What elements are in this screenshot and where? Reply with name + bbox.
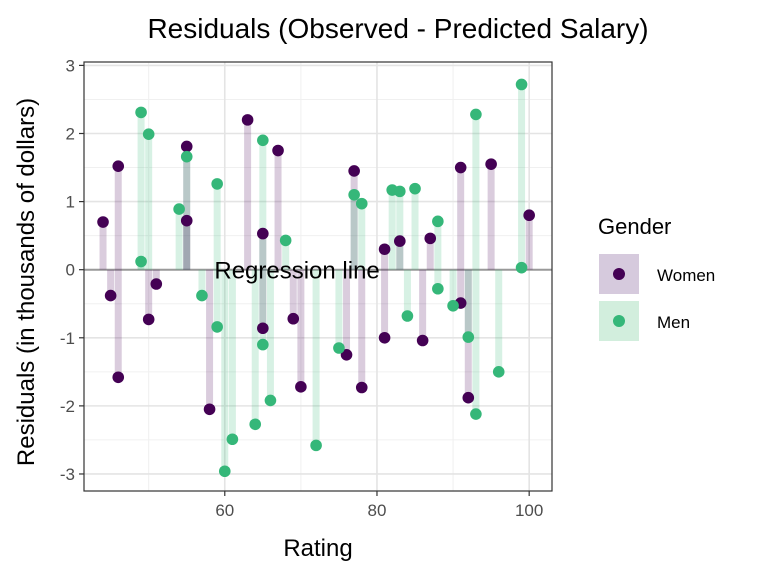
point-men xyxy=(394,185,406,198)
point-women xyxy=(180,214,193,227)
point-men xyxy=(211,321,223,333)
point-women xyxy=(257,322,269,335)
point-men xyxy=(196,289,208,302)
y-tick-label: 3 xyxy=(66,56,75,75)
point-men xyxy=(462,331,475,343)
point-men xyxy=(211,178,223,190)
x-tick-label: 80 xyxy=(368,501,387,520)
point-women xyxy=(378,331,391,344)
point-men xyxy=(470,408,482,420)
y-axis-title: Residuals (in thousands of dollars) xyxy=(13,98,40,466)
point-women xyxy=(257,227,269,240)
point-women xyxy=(394,235,406,247)
y-axis-ticks: -3 -2 -1 0 1 2 3 xyxy=(60,56,84,484)
chart-title: Residuals (Observed - Predicted Salary) xyxy=(147,13,648,44)
point-women xyxy=(142,313,155,326)
legend-key-men-dot xyxy=(613,315,625,327)
point-men xyxy=(135,255,147,268)
point-men xyxy=(226,433,239,446)
point-women xyxy=(150,278,163,290)
data-points xyxy=(97,78,535,478)
x-tick-label: 60 xyxy=(215,501,234,520)
point-women xyxy=(180,140,193,153)
point-men xyxy=(333,342,345,354)
x-axis-title: Rating xyxy=(283,535,352,562)
point-men xyxy=(401,310,414,322)
point-men xyxy=(279,234,292,247)
y-tick-label: 1 xyxy=(66,193,75,212)
point-men xyxy=(249,418,262,431)
point-women xyxy=(378,243,391,256)
point-men xyxy=(135,106,147,119)
point-women xyxy=(112,160,125,172)
point-women xyxy=(416,334,429,347)
point-men xyxy=(447,299,459,312)
point-men xyxy=(180,150,193,163)
point-women xyxy=(348,165,360,177)
point-men xyxy=(173,203,185,215)
point-women xyxy=(272,144,284,157)
x-axis-ticks: 60 80 100 xyxy=(215,491,543,520)
y-tick-label: 0 xyxy=(66,261,75,280)
point-men xyxy=(515,78,528,91)
grid-lines xyxy=(84,62,552,491)
point-men xyxy=(257,134,269,147)
point-men xyxy=(432,215,444,228)
point-women xyxy=(454,161,467,174)
panel-border xyxy=(83,61,553,492)
point-men xyxy=(355,197,368,210)
point-men xyxy=(470,108,482,121)
legend: Gender Women Men xyxy=(598,214,715,341)
legend-label-women: Women xyxy=(657,266,715,285)
point-men xyxy=(310,439,322,452)
point-women xyxy=(462,391,475,404)
point-women xyxy=(424,232,437,245)
y-tick-label: -1 xyxy=(60,329,75,348)
point-women xyxy=(104,289,117,302)
point-men xyxy=(218,465,231,478)
regression-line-label: Regression line xyxy=(214,258,379,285)
legend-label-men: Men xyxy=(657,313,690,332)
point-men xyxy=(515,261,528,274)
point-men xyxy=(432,282,444,295)
point-men xyxy=(492,366,505,378)
point-men xyxy=(348,188,360,201)
y-tick-label: -2 xyxy=(60,397,75,416)
point-women xyxy=(287,312,300,325)
point-women xyxy=(485,158,497,170)
point-women xyxy=(523,209,535,222)
y-tick-label: -3 xyxy=(60,465,75,484)
point-women xyxy=(97,216,109,228)
point-women xyxy=(203,403,216,416)
point-women xyxy=(295,381,307,393)
y-tick-label: 2 xyxy=(66,125,75,144)
point-men xyxy=(264,394,277,407)
point-men xyxy=(409,182,421,195)
point-women xyxy=(241,114,254,126)
legend-title: Gender xyxy=(598,214,671,239)
point-men xyxy=(257,338,269,351)
legend-key-women-dot xyxy=(613,268,625,280)
x-tick-label: 100 xyxy=(515,501,543,520)
point-men xyxy=(142,128,155,140)
point-women xyxy=(340,349,353,361)
point-women xyxy=(355,381,368,394)
point-women xyxy=(112,371,125,384)
residual-segments xyxy=(99,84,533,472)
